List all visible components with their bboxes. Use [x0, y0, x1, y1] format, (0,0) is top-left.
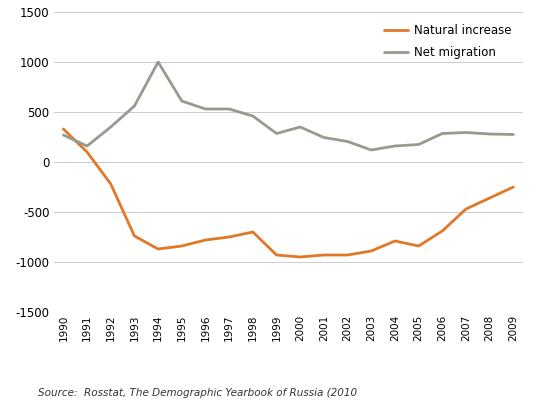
- Net migration: [178, 98, 185, 103]
- Natural increase: [131, 234, 137, 238]
- Natural increase: [510, 185, 516, 190]
- Net migration: [439, 131, 446, 136]
- Natural increase: [107, 182, 114, 186]
- Net migration: [416, 142, 422, 147]
- Natural increase: [368, 248, 375, 254]
- Natural increase: [463, 206, 469, 211]
- Net migration: [131, 104, 137, 108]
- Natural increase: [486, 196, 493, 200]
- Net migration: [368, 148, 375, 152]
- Net migration: [510, 132, 516, 137]
- Natural increase: [60, 126, 67, 131]
- Natural increase: [439, 229, 446, 234]
- Net migration: [202, 106, 209, 111]
- Natural increase: [155, 246, 161, 252]
- Natural increase: [202, 238, 209, 242]
- Legend: Natural increase, Net migration: Natural increase, Net migration: [378, 18, 517, 65]
- Natural increase: [250, 230, 256, 234]
- Text: Source:  Rosstat, The Demographic Yearbook of Russia (2010: Source: Rosstat, The Demographic Yearboo…: [38, 388, 357, 398]
- Natural increase: [297, 255, 303, 260]
- Net migration: [486, 132, 493, 136]
- Line: Net migration: Net migration: [64, 62, 513, 150]
- Natural increase: [273, 253, 280, 258]
- Net migration: [273, 131, 280, 136]
- Net migration: [60, 133, 67, 138]
- Net migration: [463, 130, 469, 135]
- Net migration: [321, 135, 327, 140]
- Natural increase: [392, 238, 398, 243]
- Net migration: [297, 125, 303, 130]
- Natural increase: [321, 253, 327, 258]
- Natural increase: [344, 253, 351, 258]
- Natural increase: [178, 244, 185, 248]
- Net migration: [344, 139, 351, 144]
- Net migration: [107, 125, 114, 130]
- Line: Natural increase: Natural increase: [64, 129, 513, 257]
- Natural increase: [84, 150, 91, 154]
- Net migration: [84, 144, 91, 148]
- Natural increase: [226, 234, 232, 239]
- Natural increase: [416, 244, 422, 248]
- Net migration: [155, 60, 161, 64]
- Net migration: [226, 106, 232, 111]
- Net migration: [392, 144, 398, 148]
- Net migration: [250, 114, 256, 118]
